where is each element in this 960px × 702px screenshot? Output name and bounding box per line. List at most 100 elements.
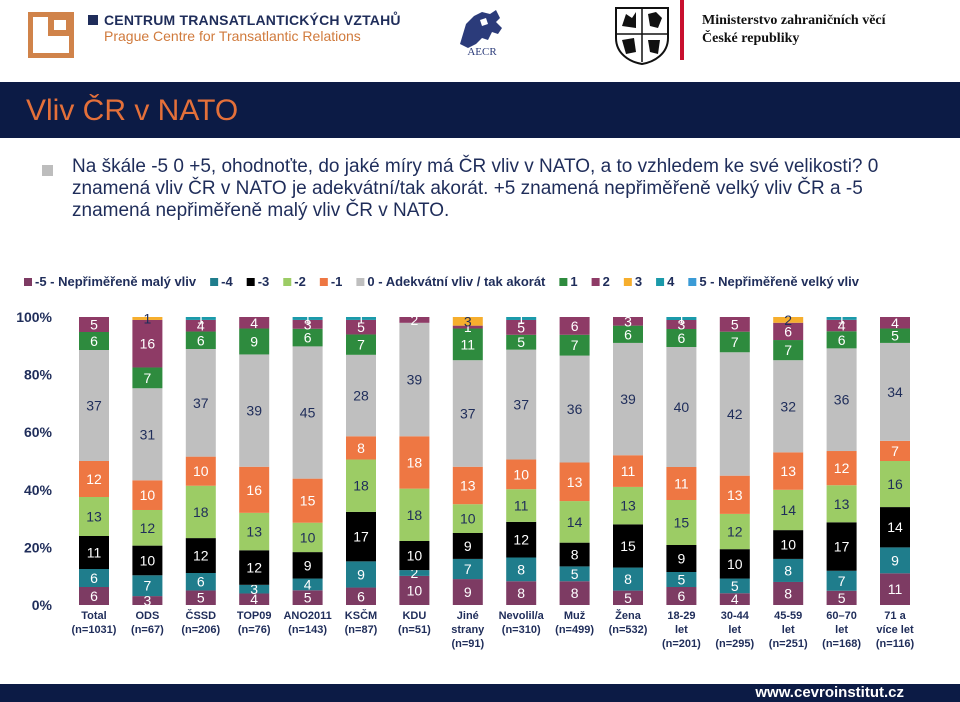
bar-segment [452,317,483,326]
bar-segment [132,367,163,389]
bar-segment [346,334,376,355]
data-label: 14 [567,514,583,530]
data-label: 3 [304,316,312,332]
data-label: 10 [193,463,209,479]
legend-label-7: 2 [603,274,610,289]
bar-segment [239,512,270,551]
x-tick-label: 60–70 [826,610,857,622]
bar-segment [185,331,216,349]
bar-segment [506,349,537,460]
bar-segment [239,550,270,585]
y-tick-label: 60% [24,424,53,440]
bar-segment [506,319,537,335]
data-label: 39 [407,372,423,388]
bar-segment [506,489,537,522]
bar-segment [506,459,537,490]
bar-segment [559,355,590,463]
x-tick-label: Muž [564,610,586,622]
bar-segment [292,522,323,553]
data-label: 8 [784,562,792,578]
data-label: 39 [246,403,262,419]
data-label: 9 [250,333,258,349]
data-label: 2 [411,565,419,581]
bar-segment [292,590,323,605]
legend-label-0: -5 - Nepřiměřeně malý vliv [35,274,197,289]
bar-segment [292,317,323,320]
org-name: CENTRUM TRANSATLANTICKÝCH VZTAHŮ [104,12,401,28]
legend-swatch-8 [623,278,632,286]
data-label: 15 [674,515,690,531]
bar-segment [559,462,590,502]
data-label: 9 [357,566,365,582]
bar-segment [292,328,323,347]
data-label: 12 [140,520,156,536]
data-label: 34 [887,384,903,400]
data-label: 3 [144,593,152,609]
data-label: 37 [513,397,529,413]
bar-segment [79,350,109,461]
data-label: 8 [571,585,579,601]
y-tick-label: 20% [24,539,53,555]
data-label: 8 [517,561,525,577]
legend-swatch-9 [656,278,665,286]
bar-segment [826,331,857,349]
data-label: 10 [513,466,529,482]
data-label: 15 [620,538,636,554]
data-label: 6 [571,318,579,334]
x-tick-label: (n=201) [662,638,701,650]
bar-segment [346,587,376,605]
bar-segment [239,466,270,513]
ministry-line2: České republiky [702,31,800,46]
bar-segment [185,349,216,457]
ministry-accent-bar [680,0,684,60]
data-label: 8 [624,571,632,587]
bar-segment [719,475,750,514]
data-label: 3 [624,313,632,329]
bar-segment [719,513,750,550]
data-label: 6 [678,588,686,604]
data-label: 5 [838,590,846,606]
bar-segment [239,593,270,605]
x-tick-label: (n=116) [876,638,915,650]
bar-segment [346,459,376,512]
x-tick-label: (n=51) [398,624,431,636]
data-label: 7 [731,334,739,350]
bar-segment [79,317,109,332]
bar-segment [613,317,643,326]
data-label: 6 [197,332,205,348]
data-label: 15 [300,493,316,509]
x-tick-label: 18-29 [667,610,695,622]
x-tick-label: ODS [135,610,159,622]
bar-segment [666,467,697,500]
legend-swatch-5 [356,278,365,286]
bar-segment [719,352,750,476]
data-label: 3 [464,313,472,329]
bar-segment [773,489,804,531]
page-title: Vliv ČR v NATO [26,94,239,127]
data-label: 3 [678,317,686,333]
legend-swatch-2 [246,278,255,286]
x-tick-label: Jiné [457,610,479,622]
data-label: 8 [357,440,365,456]
bar-segment [880,547,910,574]
x-tick-label: strany [451,624,485,636]
bar-segment [613,455,643,487]
data-label: 7 [571,337,579,353]
bar-segment [880,342,910,441]
bar-segment [880,317,910,329]
data-label: 4 [197,318,205,334]
bar-segment [185,590,216,605]
bar-segment [559,501,590,543]
x-tick-label: (n=251) [769,638,808,650]
x-tick-label: 30-44 [721,610,750,622]
data-label: 9 [464,584,472,600]
bar-segment [826,522,857,571]
data-label: 6 [197,574,205,590]
data-label: 11 [621,463,636,479]
bar-segment [79,587,109,605]
data-label: 5 [571,566,579,582]
bar-segment [666,320,697,329]
bar-segment [559,317,590,335]
cta-logo [28,12,74,58]
data-label: 6 [304,330,312,346]
